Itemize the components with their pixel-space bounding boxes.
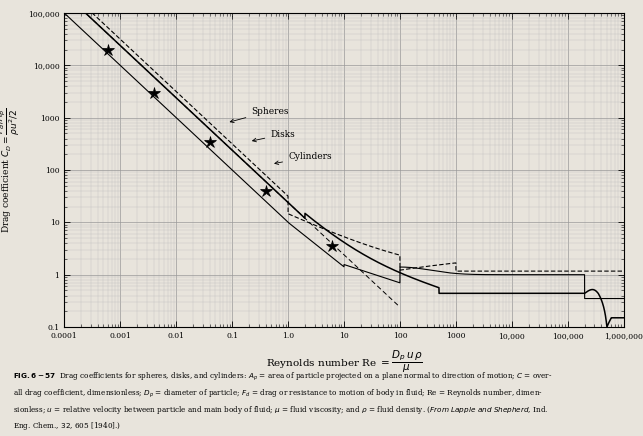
- Text: Disks: Disks: [253, 130, 295, 142]
- X-axis label: Reynolds number Re $=\dfrac{D_p\,u\,\rho}{\mu}$: Reynolds number Re $=\dfrac{D_p\,u\,\rho…: [266, 348, 422, 375]
- Y-axis label: Drag coefficient $C_D = \dfrac{F_d/A_p}{\rho u^2/2}$: Drag coefficient $C_D = \dfrac{F_d/A_p}{…: [0, 107, 23, 233]
- Text: Spheres: Spheres: [230, 106, 289, 123]
- Text: Cylinders: Cylinders: [275, 152, 332, 164]
- Text: $\mathbf{FIG. 6-57}$  Drag coefficients for spheres, disks, and cylinders: $A_p$: $\mathbf{FIG. 6-57}$ Drag coefficients f…: [13, 371, 552, 432]
